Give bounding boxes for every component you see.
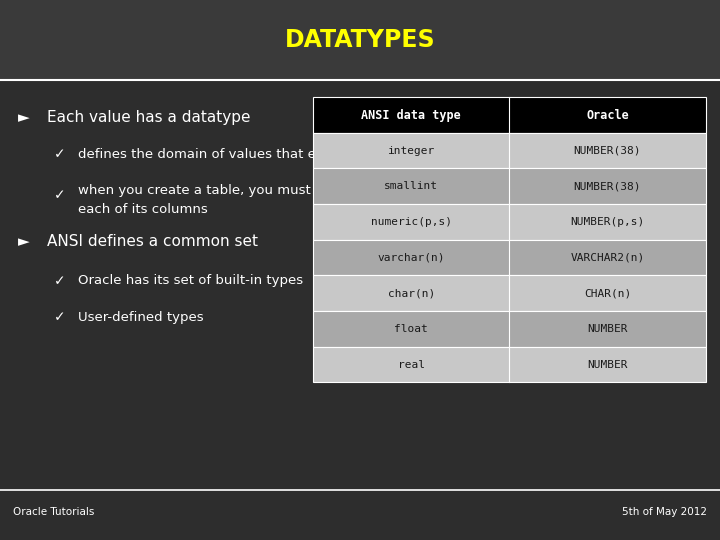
- Text: NUMBER(p,s): NUMBER(p,s): [570, 217, 644, 227]
- Text: ►: ►: [18, 234, 30, 249]
- Text: Oracle: Oracle: [586, 109, 629, 122]
- Text: char(n): char(n): [387, 288, 435, 298]
- FancyBboxPatch shape: [313, 275, 706, 311]
- Text: Oracle Tutorials: Oracle Tutorials: [13, 507, 94, 517]
- Text: NUMBER(38): NUMBER(38): [574, 146, 642, 156]
- Text: defines the domain of values that each column can contain: defines the domain of values that each c…: [78, 148, 475, 161]
- Text: NUMBER(38): NUMBER(38): [574, 181, 642, 191]
- Text: numeric(p,s): numeric(p,s): [371, 217, 452, 227]
- Text: each of its columns: each of its columns: [78, 203, 207, 216]
- Text: varchar(n): varchar(n): [377, 253, 445, 262]
- Text: CHAR(n): CHAR(n): [584, 288, 631, 298]
- Text: User-defined types: User-defined types: [78, 311, 203, 324]
- Text: ✓: ✓: [54, 188, 66, 202]
- Text: when you create a table, you must specify a datatype for: when you create a table, you must specif…: [78, 184, 461, 197]
- Text: 5th of May 2012: 5th of May 2012: [622, 507, 707, 517]
- Text: smallint: smallint: [384, 181, 438, 191]
- Text: ►: ►: [18, 110, 30, 125]
- FancyBboxPatch shape: [313, 347, 706, 382]
- Text: DATATYPES: DATATYPES: [284, 28, 436, 52]
- Text: ANSI data type: ANSI data type: [361, 109, 462, 122]
- FancyBboxPatch shape: [313, 168, 706, 204]
- Text: ✓: ✓: [54, 310, 66, 325]
- Text: ANSI defines a common set: ANSI defines a common set: [47, 234, 258, 249]
- FancyBboxPatch shape: [313, 311, 706, 347]
- FancyBboxPatch shape: [313, 240, 706, 275]
- FancyBboxPatch shape: [313, 133, 706, 168]
- Text: NUMBER: NUMBER: [588, 324, 628, 334]
- Text: ✓: ✓: [54, 147, 66, 161]
- FancyBboxPatch shape: [313, 97, 706, 133]
- Text: NUMBER: NUMBER: [588, 360, 628, 369]
- Text: ✓: ✓: [54, 274, 66, 288]
- Text: float: float: [395, 324, 428, 334]
- FancyBboxPatch shape: [0, 0, 720, 80]
- Text: integer: integer: [387, 146, 435, 156]
- Text: VARCHAR2(n): VARCHAR2(n): [570, 253, 644, 262]
- FancyBboxPatch shape: [313, 204, 706, 240]
- Text: Oracle has its set of built-in types: Oracle has its set of built-in types: [78, 274, 303, 287]
- Text: real: real: [397, 360, 425, 369]
- Text: Each value has a datatype: Each value has a datatype: [47, 110, 251, 125]
